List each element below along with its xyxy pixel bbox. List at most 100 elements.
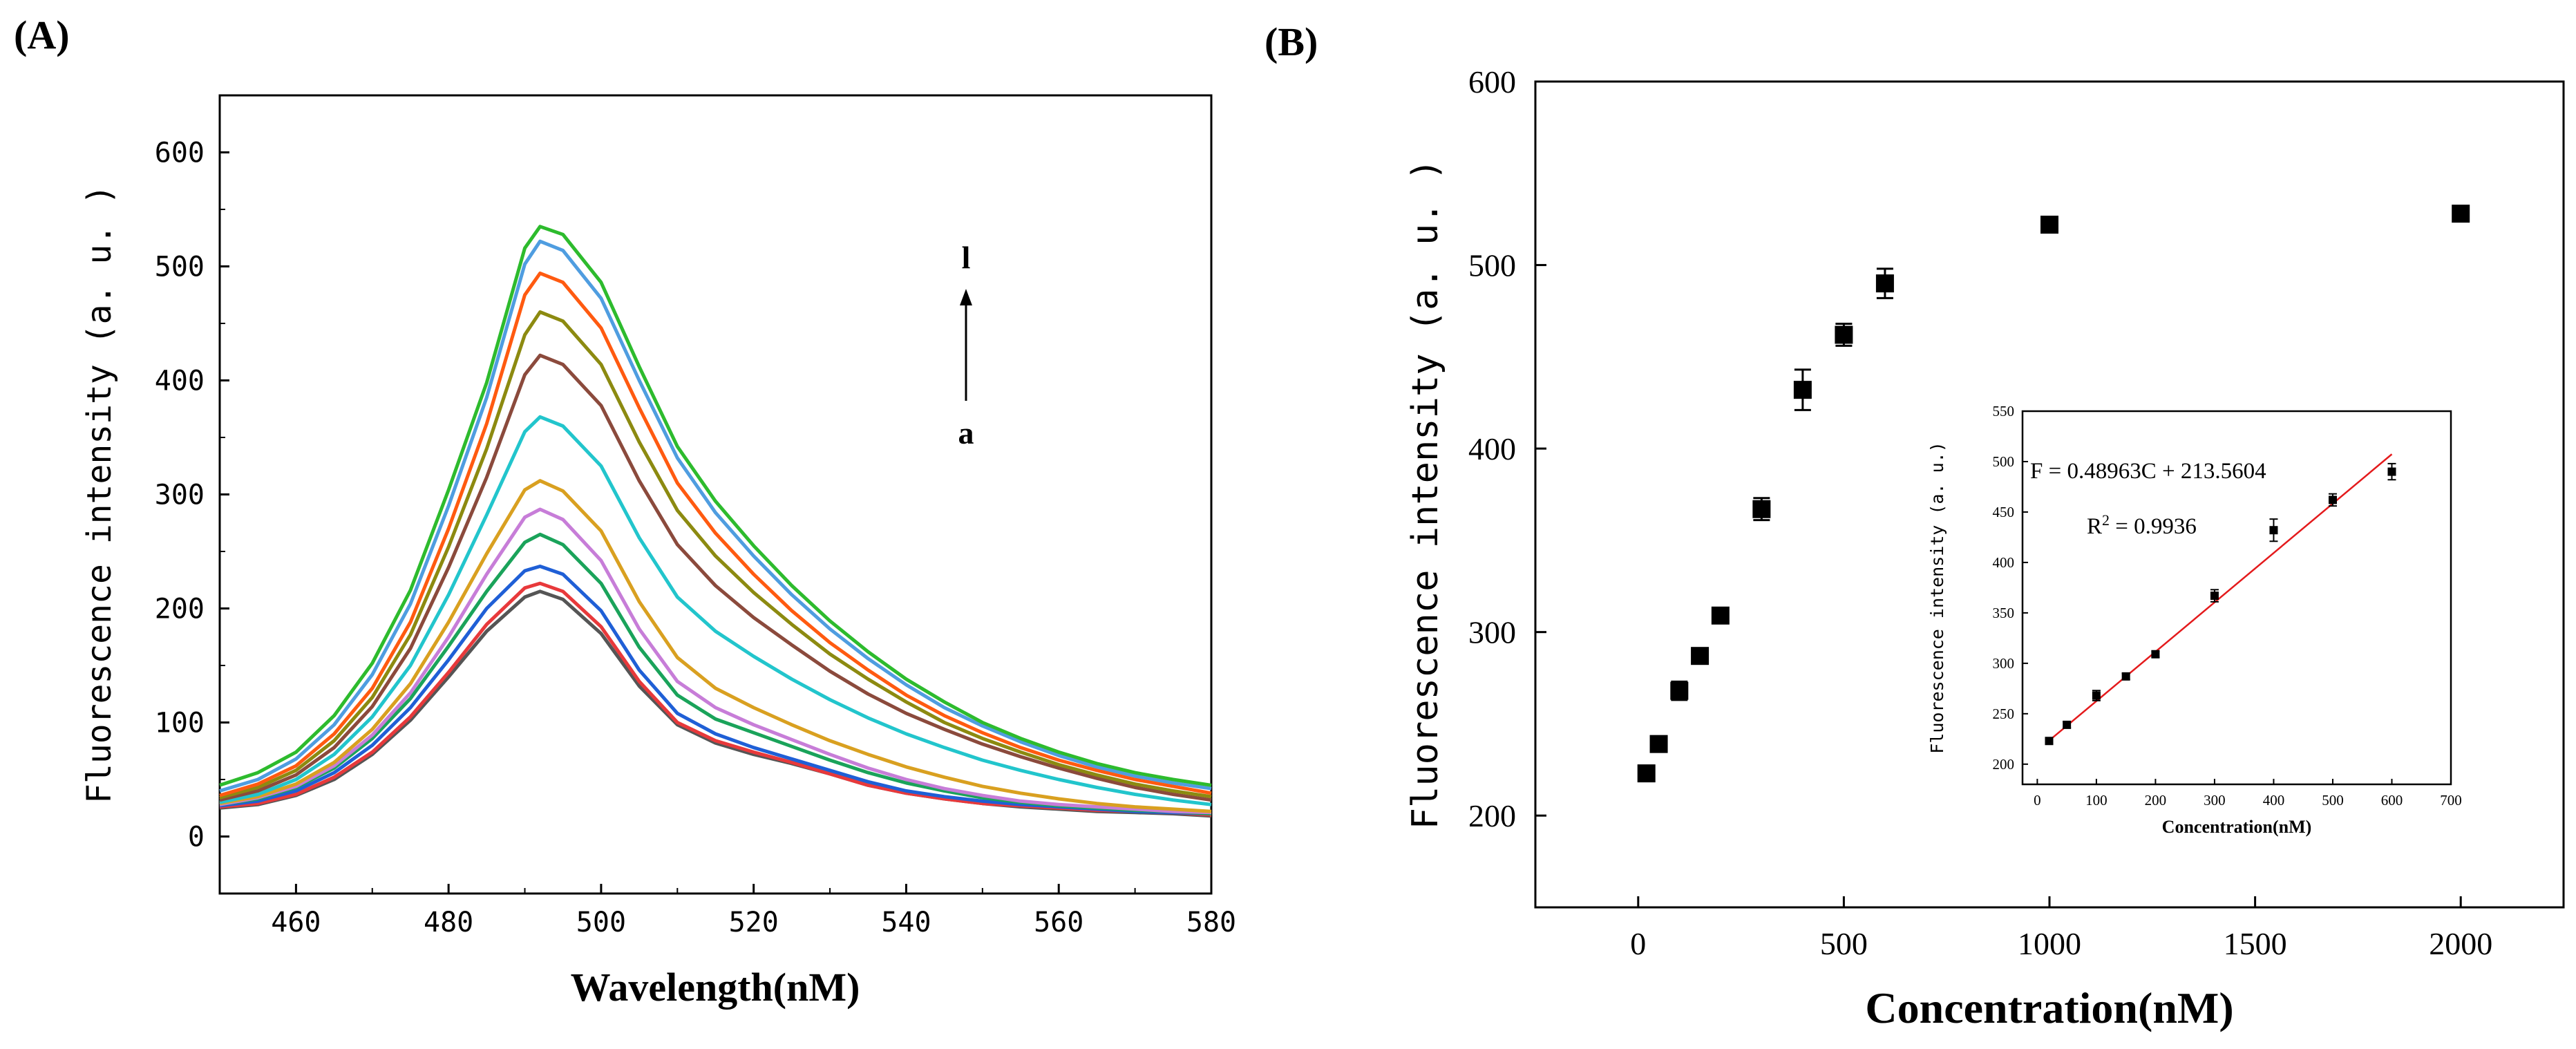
spectra-plot-frame <box>218 94 1213 895</box>
inset-point <box>2387 467 2396 476</box>
inset-y-tick-label: 550 <box>1993 403 2015 419</box>
panel-a-label: (A) <box>14 12 70 57</box>
spectra-chart: 460 480 500 520 540 560 580 0 100 200 300 400 500 60… <box>80 94 1236 1010</box>
spectra-y-label: Fluorescence intensity (a. u. ) <box>80 185 119 804</box>
calibration-x-label: Concentration(nM) <box>1865 983 2233 1032</box>
inset-x-tick-label: 200 <box>2145 792 2167 809</box>
inset-x-tick-label: 300 <box>2204 792 2226 809</box>
calibration-y-tick-label: 600 <box>1468 64 1516 100</box>
inset-frame <box>2021 410 2452 786</box>
calibration-point <box>2452 205 2470 223</box>
spectra-x-tick-label: 540 <box>881 907 931 938</box>
calibration-point <box>1711 606 1730 625</box>
spectra-y-tick-label: 0 <box>188 822 205 853</box>
spectra-y-tick-label: 200 <box>155 594 205 625</box>
spectra-y-tick-label: 100 <box>155 708 205 739</box>
spectra-y-axis: 0 100 200 300 400 500 600 <box>155 138 229 853</box>
inset-point <box>2269 526 2278 535</box>
spectrum-line-j <box>219 271 1212 797</box>
calibration-x-tick-label: 2000 <box>2429 926 2492 961</box>
inset-x-tick-label: 500 <box>2322 792 2344 809</box>
calibration-y-tick-label: 400 <box>1468 431 1516 466</box>
spectra-x-axis: 460 480 500 520 540 560 580 <box>271 884 1236 938</box>
spectra-x-tick-label: 460 <box>271 907 321 938</box>
calibration-y-tick-label: 300 <box>1468 615 1516 650</box>
inset-r2-value: = 0.9936 <box>2110 514 2197 539</box>
calibration-y-tick-label: 500 <box>1468 248 1516 283</box>
spectra-x-tick-label: 520 <box>729 907 779 938</box>
spectrum-line-e <box>219 507 1212 815</box>
panel-b-label: (B) <box>1265 19 1318 64</box>
calibration-points <box>1637 205 2470 783</box>
spectra-series-group <box>219 225 1212 818</box>
calibration-inset: 0 100 200 300 400 500 600 700 200 250 300 350 400 45… <box>1927 403 2462 837</box>
inset-y-tick-label: 250 <box>1993 706 2015 722</box>
inset-x-tick-label: 700 <box>2440 792 2462 809</box>
inset-point <box>2151 650 2160 659</box>
spectrum-line-f <box>219 479 1212 813</box>
inset-y-tick-label: 350 <box>1993 605 2015 621</box>
spectrum-line-h <box>219 353 1212 802</box>
spectra-arrow-top-label: l <box>962 240 971 275</box>
inset-x-tick-label: 400 <box>2263 792 2285 809</box>
calibration-point <box>1691 647 1710 665</box>
inset-point <box>2092 691 2101 700</box>
spectra-arrow-head <box>960 289 972 305</box>
inset-point <box>2045 737 2054 746</box>
calibration-point <box>1649 735 1668 753</box>
spectrum-line-k <box>219 239 1212 793</box>
inset-y-tick-label: 450 <box>1993 504 2015 520</box>
calibration-y-axis: 200 300 400 500 600 <box>1468 64 1546 833</box>
calibration-point <box>1875 274 1894 293</box>
calibration-x-tick-label: 1000 <box>2018 926 2081 961</box>
spectra-x-tick-label: 560 <box>1034 907 1083 938</box>
inset-y-label: Fluorescence intensity (a. u.) <box>1927 442 1947 754</box>
inset-y-tick-label: 500 <box>1993 453 2015 470</box>
spectra-y-tick-label: 500 <box>155 252 205 283</box>
calibration-x-tick-label: 500 <box>1820 926 1868 961</box>
calibration-point <box>1793 381 1812 399</box>
spectra-x-tick-label: 500 <box>576 907 626 938</box>
calibration-point <box>1752 500 1771 518</box>
calibration-x-tick-label: 1500 <box>2224 926 2287 961</box>
inset-x-axis: 0 100 200 300 400 500 600 700 <box>2034 779 2462 809</box>
inset-y-tick-label: 300 <box>1993 655 2015 672</box>
inset-equation: F = 0.48963C + 213.5604 <box>2030 459 2266 484</box>
spectra-x-tick-label: 480 <box>424 907 473 938</box>
calibration-point <box>1670 681 1689 700</box>
inset-r2-prefix: R <box>2087 514 2102 539</box>
inset-r-squared: R2 = 0.9936 <box>2087 511 2197 539</box>
spectra-y-tick-label: 400 <box>155 366 205 397</box>
inset-point <box>2328 495 2337 504</box>
spectrum-line-l <box>219 225 1212 787</box>
inset-point <box>2063 720 2072 729</box>
inset-x-tick-label: 600 <box>2381 792 2403 809</box>
inset-x-tick-label: 100 <box>2085 792 2108 809</box>
calibration-point <box>1835 325 1853 344</box>
spectrum-line-i <box>219 310 1212 800</box>
inset-r2-sup: 2 <box>2102 511 2110 529</box>
calibration-point <box>1637 764 1656 783</box>
spectrum-line-g <box>219 415 1212 806</box>
inset-y-tick-label: 200 <box>1993 756 2015 773</box>
spectra-y-tick-label: 300 <box>155 480 205 511</box>
inset-x-tick-label: 0 <box>2034 792 2041 809</box>
spectra-y-tick-label: 600 <box>155 138 205 169</box>
spectra-x-tick-label: 580 <box>1186 907 1236 938</box>
inset-points <box>2045 462 2396 746</box>
inset-y-axis: 200 250 300 350 400 450 500 550 <box>1993 403 2028 773</box>
calibration-y-label: Fluorescence intensity (a. u. ) <box>1405 159 1446 830</box>
calibration-x-tick-label: 0 <box>1630 926 1646 961</box>
spectra-x-label: Wavelength(nM) <box>571 965 860 1010</box>
inset-point <box>2210 592 2219 601</box>
calibration-point <box>2040 216 2058 234</box>
spectrum-line-d <box>219 532 1212 815</box>
spectra-arrow-bottom-label: a <box>958 415 974 451</box>
inset-x-label: Concentration(nM) <box>2162 817 2312 837</box>
inset-point <box>2121 672 2130 681</box>
inset-y-tick-label: 400 <box>1993 554 2015 571</box>
calibration-x-axis: 0 500 1000 1500 2000 <box>1630 896 2492 961</box>
calibration-y-tick-label: 200 <box>1468 798 1516 833</box>
